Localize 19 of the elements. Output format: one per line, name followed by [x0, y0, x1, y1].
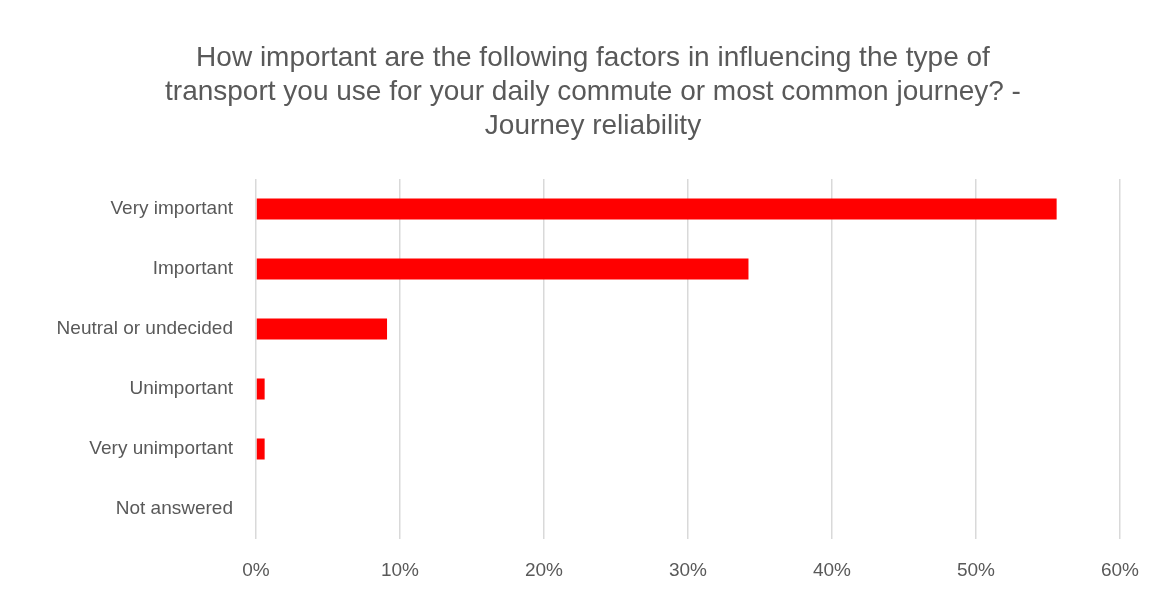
bar — [256, 258, 749, 280]
y-tick-label: Very important — [110, 197, 234, 219]
x-tick-label: 30% — [668, 558, 708, 580]
y-tick-label: Neutral or undecided — [56, 317, 233, 339]
x-tick-label: 50% — [956, 558, 996, 580]
y-tick-label: Important — [152, 257, 234, 279]
x-tick-label: 40% — [812, 558, 852, 580]
x-tick-label: 60% — [1100, 558, 1140, 580]
bar — [256, 318, 388, 340]
x-tick-label: 10% — [380, 558, 420, 580]
y-tick-label: Unimportant — [129, 377, 234, 399]
chart-title: How important are the following factors in influencing the type of transport you use for your daily commute or most common journey? - Journey reliability — [164, 40, 1022, 142]
y-tick-label: Very unimportant — [89, 437, 234, 459]
x-tick-label: 20% — [524, 558, 564, 580]
x-tick-label: 0% — [242, 558, 270, 580]
y-tick-label: Not answered — [115, 497, 233, 519]
bar — [256, 378, 265, 400]
bar — [256, 438, 265, 460]
bar — [256, 198, 1057, 220]
